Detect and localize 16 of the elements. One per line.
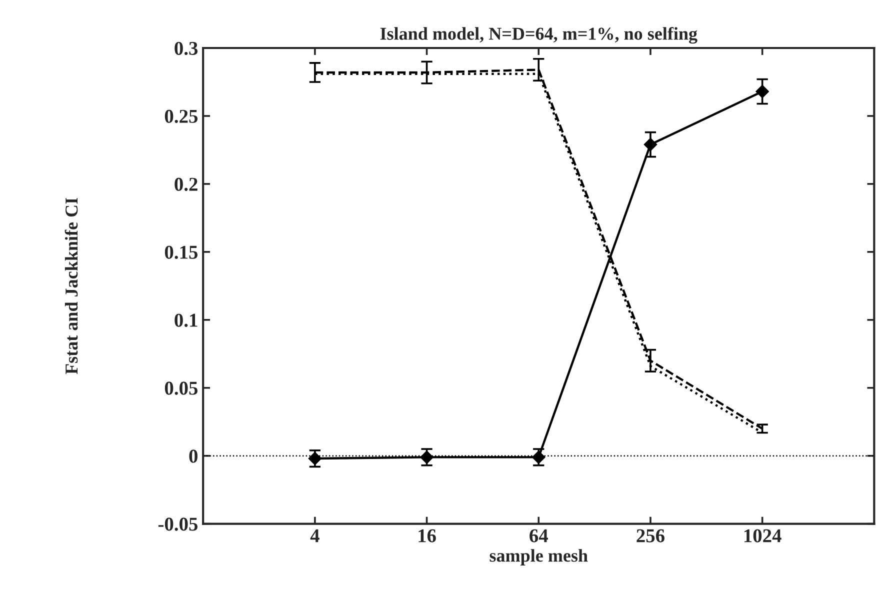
x-tick-label: 16 bbox=[418, 529, 436, 542]
y-tick-label: 0.15 bbox=[164, 246, 198, 259]
chart-title: Island model, N=D=64, m=1%, no selfing bbox=[380, 26, 698, 44]
y-tick-label: 0.25 bbox=[164, 110, 198, 123]
y-tick-label: -0.05 bbox=[158, 518, 198, 531]
y-tick-label: 0.05 bbox=[164, 382, 198, 395]
x-axis-title: sample mesh bbox=[490, 549, 588, 566]
y-tick-label: 0.3 bbox=[174, 42, 198, 56]
y-tick-label: 0.1 bbox=[174, 314, 198, 327]
x-tick-label: 4 bbox=[310, 529, 320, 542]
y-tick-label: 0.2 bbox=[174, 178, 198, 191]
x-tick-label: 64 bbox=[530, 529, 548, 542]
y-axis-title: Fstat and Jackknife CI bbox=[64, 198, 78, 374]
x-tick-label: 256 bbox=[636, 529, 664, 542]
x-tick-label: 1024 bbox=[744, 529, 782, 542]
y-tick-label: 0 bbox=[189, 450, 198, 463]
